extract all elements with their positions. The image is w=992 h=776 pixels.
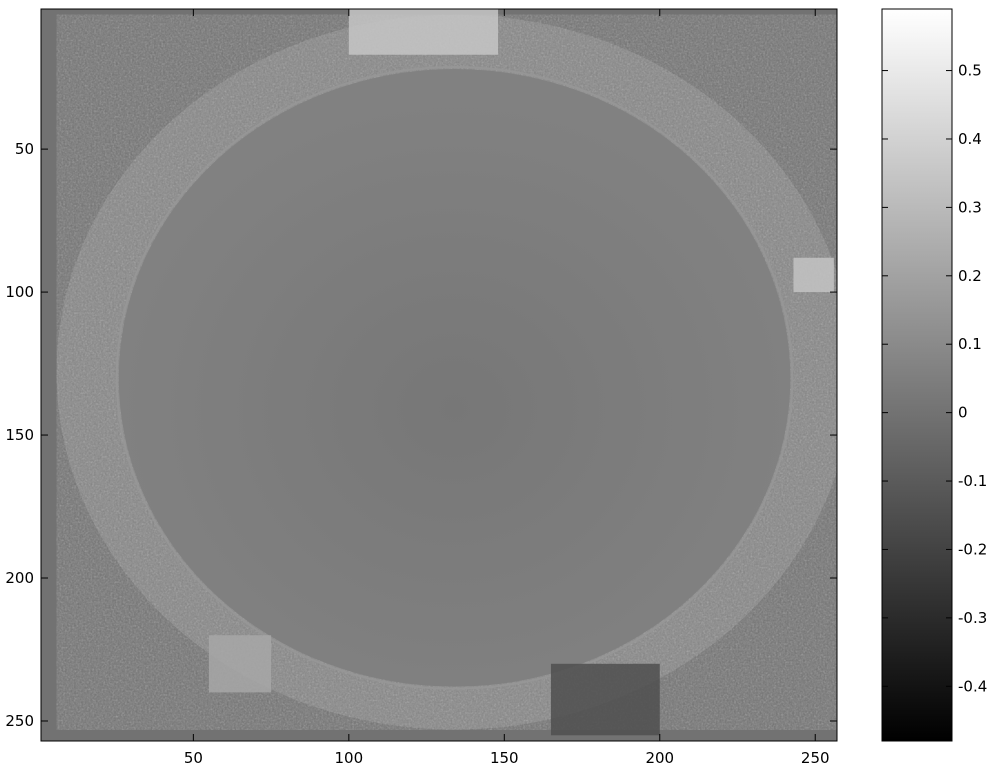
y-tick-label: 200 (5, 569, 34, 587)
x-tick-label: 200 (645, 749, 674, 767)
x-tick-label: 250 (801, 749, 830, 767)
heatmap-region-top-bright-patch (348, 9, 499, 55)
y-tick-label: 100 (5, 283, 34, 301)
heatmap-region-lower-right-dark-patch (550, 663, 660, 736)
colorbar-tick-label: 0.4 (958, 130, 982, 148)
heatmap-region-inner-disk (118, 69, 791, 687)
y-tick-label: 250 (5, 712, 34, 730)
colorbar-tick-label: 0.1 (958, 335, 982, 353)
heatmap-region-right-bright-patch (793, 257, 834, 293)
x-tick-label: 50 (184, 749, 203, 767)
inner-disk-rim (115, 66, 794, 690)
x-tick-label: 150 (490, 749, 519, 767)
heatmap-region-lower-left-bright-patch (208, 635, 272, 693)
heatmap-plot-area (41, 9, 837, 741)
colorbar-axis: 0.5 0.4 0.3 0.2 0.1 0 -0.1 -0.2 -0.3 -0.4 (882, 62, 987, 695)
y-tick-label: 50 (15, 140, 34, 158)
y-axis: 50 100 150 200 250 (5, 140, 837, 730)
colorbar-tick-label: 0.3 (958, 198, 982, 216)
colorbar-tick-label: 0.5 (958, 62, 982, 80)
colorbar-gradient (882, 9, 952, 741)
colorbar-tick-label: -0.1 (958, 472, 987, 490)
colorbar-tick-label: -0.2 (958, 540, 987, 558)
x-tick-label: 100 (335, 749, 364, 767)
colorbar-tick-label: -0.4 (958, 677, 987, 695)
colorbar-tick-label: 0 (958, 404, 968, 422)
colorbar-frame (881, 8, 953, 742)
plot-frame (40, 8, 838, 742)
x-axis: 50 100 150 200 250 (184, 9, 830, 767)
colorbar-tick-label: 0.2 (958, 267, 982, 285)
y-tick-label: 150 (5, 426, 34, 444)
colorbar-tick-label: -0.3 (958, 609, 987, 627)
